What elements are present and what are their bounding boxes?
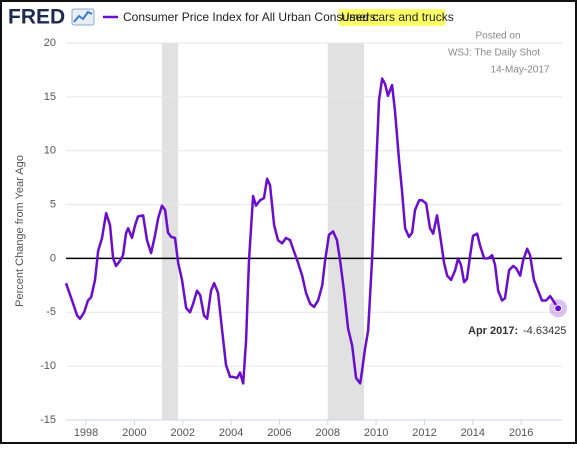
logo-icon (71, 8, 95, 26)
tooltip-label: Apr 2017: (468, 325, 518, 337)
y-tick-label: -15 (40, 414, 56, 426)
tooltip-value: -4.63425 (523, 325, 566, 337)
x-tick-label: 2008 (316, 427, 340, 439)
x-tick-label: 2012 (412, 427, 436, 439)
y-tick-label: 15 (44, 91, 56, 103)
x-tick-label: 2016 (509, 427, 533, 439)
x-tick-label: 2004 (219, 427, 243, 439)
x-tick-label: 1998 (74, 427, 98, 439)
x-tick-label: 2014 (461, 427, 485, 439)
y-tick-label: -5 (46, 306, 56, 318)
logo: FRED (8, 6, 65, 29)
annotation: WSJ: The Daily Shot (448, 48, 540, 59)
x-tick-label: 2010 (364, 427, 388, 439)
highlight (339, 9, 445, 26)
x-tick-label: 2002 (171, 427, 195, 439)
y-tick-label: 20 (44, 37, 56, 49)
title-highlight: Used cars and trucks (341, 10, 454, 24)
y-tick-label: 10 (44, 145, 56, 157)
hover-point (554, 304, 563, 313)
x-tick-label: 2006 (267, 427, 291, 439)
y-tick-label: 5 (50, 198, 56, 210)
chart-title: Consumer Price Index for All Urban Consu… (123, 10, 379, 24)
y-tick-label: 0 (50, 252, 56, 264)
annotation: 14-May-2017 (491, 65, 550, 76)
x-tick-label: 2000 (122, 427, 146, 439)
recession-band (161, 43, 179, 420)
y-tick-label: -10 (40, 360, 56, 372)
annotation: Posted on (475, 31, 520, 42)
y-axis-label: Percent Change from Year Ago (14, 155, 26, 307)
series-line (64, 77, 560, 385)
